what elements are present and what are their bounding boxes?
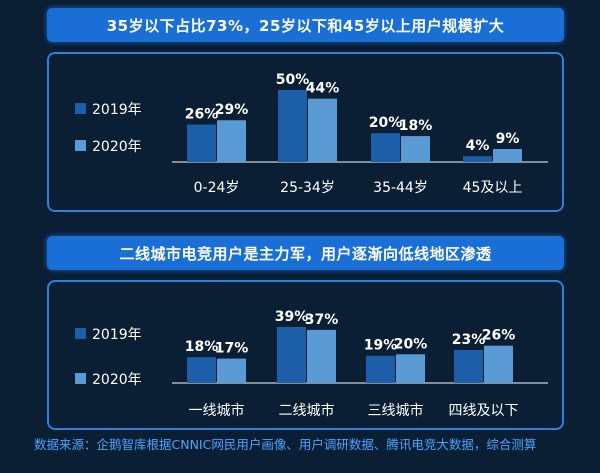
chart1-bar-2020-2 [308,98,337,162]
chart2-data-label-2020-3: 20% [394,336,428,352]
chart2-data-label-2019-3: 19% [364,338,398,354]
chart1-data-label-2019-1: 26% [185,107,219,123]
data-source-note: 数据来源：企鹅智库根据CNNIC网民用户画像、用户调研数据、腾讯电竞大数据，综合… [34,437,537,452]
chart1-category-label-3: 35-44岁 [373,180,428,196]
chart1-legend-swatch-2020 [75,140,86,151]
chart1-data-label-2020-1: 29% [215,102,249,118]
chart1-legend-label-2019: 2019年 [92,102,142,118]
chart1-bar-2019-3 [371,133,400,162]
chart2-legend-swatch-2019 [75,328,86,339]
chart1-data-label-2019-4: 4% [466,138,490,154]
chart2-legend-swatch-2020 [75,373,86,384]
chart2-title: 二线城市电竞用户是主力军，用户逐渐向低线地区渗透 [47,236,564,270]
chart1-data-label-2020-3: 18% [399,118,433,134]
chart2-category-label-2: 二线城市 [279,402,335,419]
chart1-bar-2019-4 [463,156,492,162]
chart1-category-label-4: 45及以上 [463,180,523,196]
chart2-data-label-2020-2: 37% [305,312,339,328]
chart2-bar-2019-2 [277,327,306,383]
chart2-category-label-4: 四线及以下 [449,403,519,419]
chart2-bar-2020-3 [396,354,425,383]
chart1-panel [47,52,564,212]
chart2-bar-2019-4 [454,349,483,383]
chart2-panel [47,280,564,430]
chart1-legend-swatch-2019 [75,103,86,114]
chart1-bar-2020-1 [217,120,246,162]
chart2-data-label-2019-4: 23% [452,332,486,348]
chart1-bar-2019-1 [187,124,216,162]
chart1-legend-label-2020: 2020年 [92,139,142,155]
chart1-data-label-2020-4: 9% [496,131,520,147]
chart1-data-label-2019-2: 50% [276,72,310,88]
chart2-bar-2020-1 [217,358,246,383]
chart1-bar-2020-4 [493,149,522,162]
chart2-bar-2020-2 [307,329,336,383]
chart1-category-label-2: 25-34岁 [280,180,335,196]
chart2-data-label-2020-4: 26% [482,328,516,344]
chart2-data-label-2020-1: 17% [215,341,249,357]
chart2-legend-label-2019: 2019年 [92,327,142,343]
chart2-legend-label-2020: 2020年 [92,372,142,388]
chart1-bar-2020-3 [401,136,430,162]
chart2-bar-2019-3 [366,355,395,383]
chart1-data-label-2020-2: 44% [306,81,340,97]
chart2-data-label-2019-1: 18% [185,339,219,355]
chart2-bar-2019-1 [187,357,216,383]
chart1-category-label-1: 0-24岁 [194,180,240,196]
chart2-category-label-1: 一线城市 [189,402,245,419]
chart1-bar-2019-2 [278,90,307,162]
chart1-data-label-2019-3: 20% [369,115,403,131]
chart2-category-label-3: 三线城市 [368,402,424,419]
chart2-data-label-2019-2: 39% [275,309,309,325]
chart2-bar-2020-4 [484,345,513,383]
chart1-title: 35岁以下占比73%，25岁以下和45岁以上用户规模扩大 [47,8,564,42]
